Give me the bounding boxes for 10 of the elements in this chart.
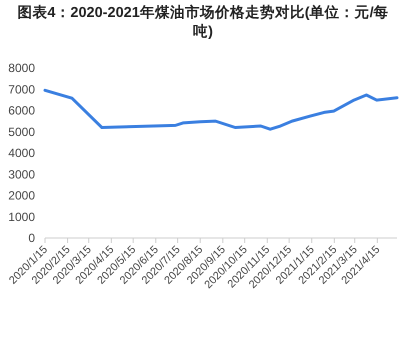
y-tick-label: 1000 bbox=[8, 210, 36, 224]
y-tick-label: 4000 bbox=[8, 146, 36, 160]
y-tick-label: 6000 bbox=[8, 104, 36, 118]
title: 图表4：2020-2021年煤油市场价格走势对比(单位：元/每吨) bbox=[16, 4, 390, 42]
y-tick-label: 5000 bbox=[8, 124, 36, 139]
y-tick-label: 0 bbox=[28, 231, 36, 245]
y-tick-label: 7000 bbox=[8, 82, 36, 96]
y-tick-label: 3000 bbox=[8, 167, 36, 182]
y-tick-label: 8000 bbox=[8, 61, 36, 75]
y-tick-label: 2000 bbox=[8, 188, 36, 202]
